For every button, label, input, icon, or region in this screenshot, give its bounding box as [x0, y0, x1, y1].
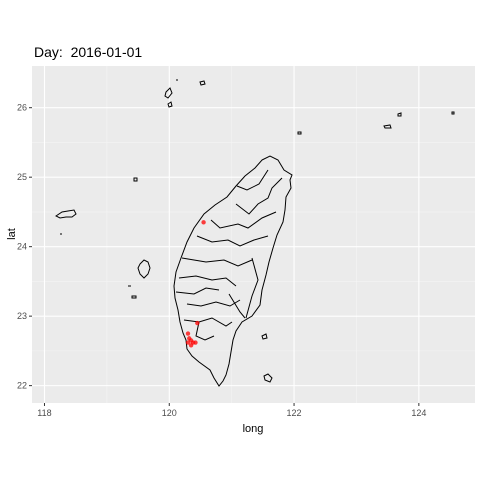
y-tick-label: 26 — [17, 103, 27, 113]
x-tick-label: 124 — [411, 408, 426, 418]
data-point — [188, 343, 194, 348]
eastern-islets — [60, 79, 455, 299]
data-point — [185, 331, 191, 336]
data-point — [185, 340, 191, 345]
y-tick-label: 25 — [17, 172, 27, 182]
data-point — [193, 340, 198, 345]
green-island — [261, 333, 268, 340]
penghu-islands — [137, 259, 151, 279]
matsu-islands — [164, 80, 206, 108]
plot-panel — [32, 66, 475, 403]
data-point — [201, 220, 206, 225]
chart-title: Day: 2016-01-01 — [34, 44, 143, 60]
y-tick-label: 23 — [17, 311, 27, 321]
data-points — [185, 220, 206, 348]
orchid-island — [263, 373, 273, 383]
x-tick-label: 120 — [162, 408, 177, 418]
outlying-islands — [55, 79, 455, 383]
y-tick-label: 22 — [17, 381, 27, 391]
data-point — [195, 320, 200, 326]
county-boundaries — [175, 169, 283, 341]
y-axis: 22 23 24 25 26 — [17, 103, 32, 391]
x-tick-label: 118 — [37, 408, 51, 418]
y-tick-label: 24 — [17, 242, 27, 252]
y-axis-title: lat — [6, 228, 18, 240]
x-axis-title: long — [243, 423, 264, 435]
kinmen-island — [55, 209, 77, 219]
taiwan-outline — [173, 155, 293, 387]
x-tick-label: 122 — [287, 408, 302, 418]
x-axis: 118 120 122 124 — [37, 403, 426, 418]
taiwan-map — [173, 155, 293, 387]
